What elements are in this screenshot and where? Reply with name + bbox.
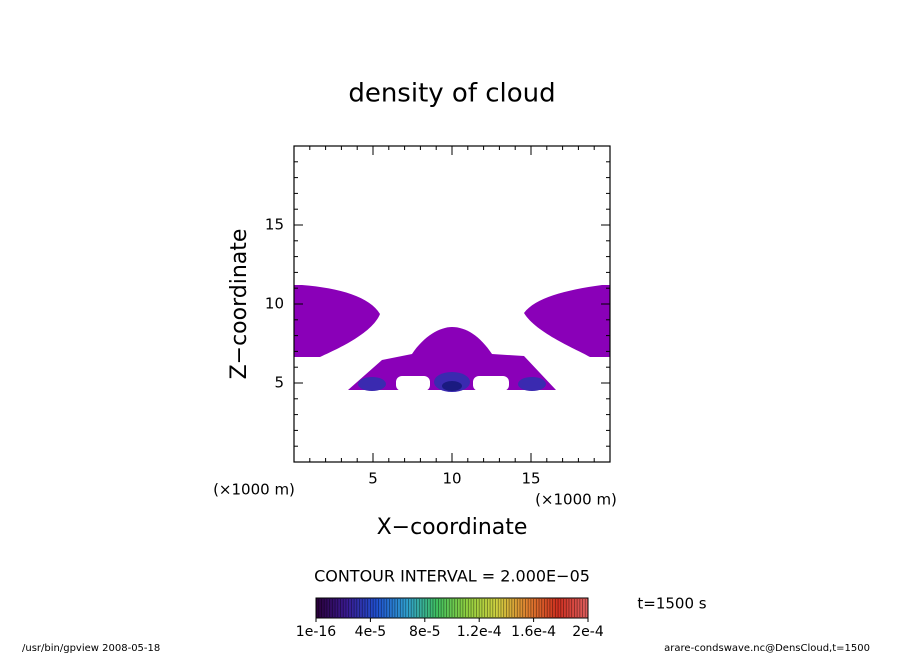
cloud-core	[358, 377, 386, 391]
x-unit: (×1000 m)	[535, 491, 617, 509]
x-tick-label: 5	[368, 470, 378, 488]
contour-interval: CONTOUR INTERVAL = 2.000E−05	[314, 567, 590, 586]
colorbar-tick-label: 1.6e-4	[511, 624, 556, 640]
cloud-core	[518, 377, 546, 391]
colorbar-tick-label: 8e-5	[409, 624, 440, 640]
x-tick-label: 10	[442, 470, 461, 488]
colorbar-tick-label: 1e-16	[296, 624, 336, 640]
colorbar-tick-label: 2e-4	[572, 624, 604, 640]
cloud-region	[524, 285, 610, 357]
y-axis-label: Z−coordinate	[227, 229, 252, 380]
cloud-gap	[396, 376, 430, 391]
colorbar-tick-label: 1.2e-4	[457, 624, 502, 640]
y-tick-label: 15	[265, 216, 284, 234]
cloud-field	[294, 285, 610, 392]
footer-right: arare-condswave.nc@DensCloud,t=1500	[664, 643, 870, 654]
cloud-region	[348, 327, 556, 390]
chart-title: density of cloud	[348, 79, 555, 109]
time-label: t=1500 s	[637, 595, 706, 613]
x-tick-label: 15	[521, 470, 540, 488]
cloud-region	[294, 285, 380, 357]
cloud-core	[442, 381, 462, 391]
y-tick-label: 10	[265, 295, 284, 313]
cloud-gap	[473, 376, 509, 391]
y-unit: (×1000 m)	[213, 481, 295, 499]
y-tick-label: 5	[274, 374, 284, 392]
colorbar	[315, 597, 589, 619]
x-axis-label: X−coordinate	[377, 515, 528, 540]
footer-left: /usr/bin/gpview 2008-05-18	[22, 643, 160, 654]
colorbar-tick-label: 4e-5	[355, 624, 386, 640]
